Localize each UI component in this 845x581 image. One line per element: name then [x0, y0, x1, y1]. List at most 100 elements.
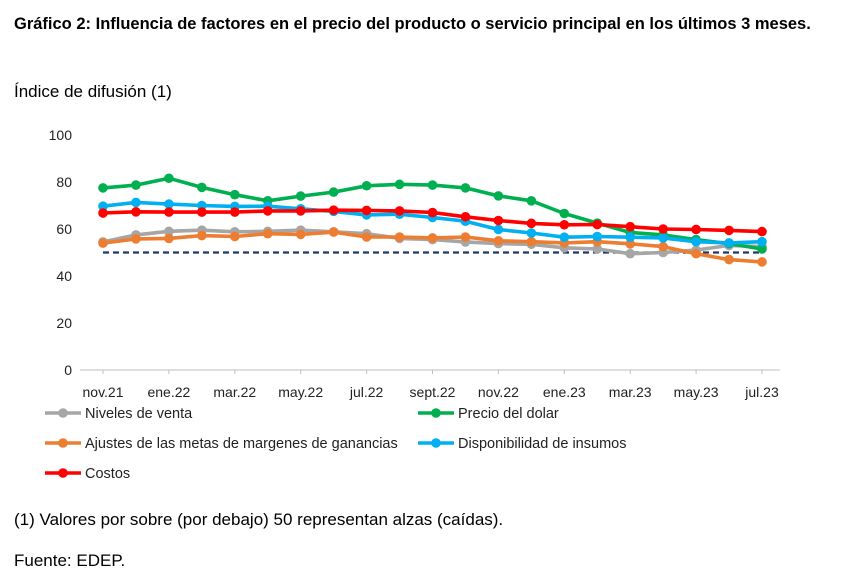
- x-tick-label: may.23: [674, 384, 719, 400]
- data-point-precio-del-dolar: [361, 180, 372, 191]
- data-point-costos: [394, 206, 405, 216]
- legend-item: Disponibilidad de insumos: [418, 436, 626, 452]
- data-point-precio-del-dolar: [394, 179, 405, 190]
- data-point-precio-del-dolar: [131, 180, 141, 190]
- source-note: Fuente: EDEP.: [14, 551, 126, 570]
- data-point-costos: [625, 221, 635, 232]
- y-tick-label: 0: [64, 362, 72, 378]
- data-point-costos: [724, 225, 734, 236]
- data-point-ajustes-de-las-metas-de-margenes-de-ganancias: [724, 254, 734, 265]
- x-tick-label: mar.22: [213, 384, 256, 400]
- x-tick-label: nov.21: [83, 384, 124, 400]
- data-point-disponibilidad-de-insumos: [131, 197, 141, 208]
- data-point-costos: [757, 226, 767, 237]
- data-point-niveles-de-venta: [592, 244, 603, 254]
- data-point-precio-del-dolar: [526, 196, 537, 206]
- data-point-costos: [328, 205, 339, 215]
- line-chart: 0 20 40 60 80 100 nov.21 ene.22 mar.22 may.22 jul…: [45, 127, 780, 482]
- legend-swatch-marker: [58, 468, 68, 478]
- series-ajustes-de-las-metas-de-margenes-de-ganancias: [98, 227, 767, 267]
- data-point-disponibilidad-de-insumos: [625, 232, 635, 243]
- legend-label: Precio del dolar: [458, 406, 559, 422]
- data-point-ajustes-de-las-metas-de-margenes-de-ganancias: [691, 248, 701, 259]
- data-point-costos: [98, 208, 108, 218]
- y-tick-label: 80: [56, 174, 72, 190]
- data-point-precio-del-dolar: [427, 180, 438, 190]
- legend-swatch-marker: [58, 438, 68, 448]
- data-point-precio-del-dolar: [460, 183, 471, 193]
- data-point-disponibilidad-de-insumos: [526, 228, 537, 238]
- chart-title: Gráfico 2: Influencia de factores en el …: [14, 15, 811, 33]
- legend-swatch-marker: [431, 408, 441, 418]
- chart-subtitle: Índice de difusión (1): [14, 82, 172, 101]
- y-tick-label: 60: [56, 221, 72, 237]
- x-tick-label: jul.22: [349, 384, 384, 400]
- series-group: [98, 173, 767, 267]
- data-point-precio-del-dolar: [197, 182, 207, 193]
- legend-swatch-marker: [58, 408, 68, 418]
- data-point-disponibilidad-de-insumos: [559, 232, 570, 243]
- data-point-disponibilidad-de-insumos: [98, 201, 108, 212]
- x-tick-label: mar.23: [609, 384, 652, 400]
- data-point-disponibilidad-de-insumos: [691, 236, 701, 247]
- y-tick-label: 100: [49, 127, 73, 143]
- data-point-disponibilidad-de-insumos: [493, 224, 504, 235]
- x-tick-label: nov.22: [478, 384, 519, 400]
- y-axis-ticks: 0 20 40 60 80 100: [49, 127, 73, 378]
- data-point-costos: [526, 218, 537, 229]
- x-tick-label: sept.22: [410, 384, 456, 400]
- data-point-disponibilidad-de-insumos: [164, 199, 174, 209]
- data-point-precio-del-dolar: [757, 244, 767, 254]
- legend-label: Costos: [85, 466, 130, 482]
- data-point-ajustes-de-las-metas-de-margenes-de-ganancias: [230, 231, 240, 242]
- data-point-ajustes-de-las-metas-de-margenes-de-ganancias: [427, 233, 438, 243]
- series-costos: [98, 205, 767, 237]
- data-point-costos: [493, 215, 504, 226]
- data-point-costos: [559, 219, 570, 230]
- data-point-disponibilidad-de-insumos: [197, 200, 207, 211]
- data-point-disponibilidad-de-insumos: [592, 231, 603, 242]
- data-point-ajustes-de-las-metas-de-margenes-de-ganancias: [493, 235, 504, 246]
- x-tick-label: jul.23: [744, 384, 779, 400]
- data-point-costos: [230, 207, 240, 217]
- legend-item: Costos: [45, 466, 130, 482]
- data-point-costos: [658, 224, 668, 234]
- data-point-ajustes-de-las-metas-de-margenes-de-ganancias: [197, 230, 207, 241]
- legend-item: Ajustes de las metas de margenes de gana…: [45, 436, 398, 452]
- data-point-ajustes-de-las-metas-de-margenes-de-ganancias: [164, 233, 174, 244]
- data-point-ajustes-de-las-metas-de-margenes-de-ganancias: [262, 228, 273, 239]
- data-point-disponibilidad-de-insumos: [757, 236, 767, 247]
- data-point-precio-del-dolar: [164, 173, 174, 184]
- data-point-niveles-de-venta: [625, 248, 635, 259]
- x-tick-label: ene.22: [147, 384, 190, 400]
- data-point-precio-del-dolar: [559, 208, 570, 219]
- data-point-ajustes-de-las-metas-de-margenes-de-ganancias: [394, 232, 405, 242]
- data-point-costos: [361, 205, 372, 216]
- data-point-precio-del-dolar: [230, 189, 240, 200]
- data-point-costos: [691, 224, 701, 235]
- data-point-costos: [295, 206, 306, 216]
- data-point-ajustes-de-las-metas-de-margenes-de-ganancias: [757, 257, 767, 267]
- y-tick-label: 20: [56, 315, 72, 331]
- legend-swatch-marker: [431, 438, 441, 448]
- data-point-ajustes-de-las-metas-de-margenes-de-ganancias: [625, 239, 635, 249]
- data-point-costos: [460, 211, 471, 222]
- data-point-precio-del-dolar: [328, 187, 339, 197]
- data-point-ajustes-de-las-metas-de-margenes-de-ganancias: [295, 229, 306, 240]
- data-point-ajustes-de-las-metas-de-margenes-de-ganancias: [98, 238, 108, 248]
- data-point-disponibilidad-de-insumos: [658, 233, 668, 243]
- data-point-costos: [592, 219, 603, 230]
- data-point-ajustes-de-las-metas-de-margenes-de-ganancias: [526, 236, 537, 247]
- data-point-costos: [262, 206, 273, 216]
- legend-label: Niveles de venta: [85, 406, 193, 422]
- data-point-precio-del-dolar: [295, 191, 306, 201]
- y-tick-label: 40: [56, 268, 72, 284]
- data-point-precio-del-dolar: [493, 191, 504, 201]
- legend-item: Precio del dolar: [418, 406, 559, 422]
- data-point-ajustes-de-las-metas-de-margenes-de-ganancias: [658, 241, 668, 252]
- data-point-costos: [197, 207, 207, 217]
- legend-label: Ajustes de las metas de margenes de gana…: [85, 436, 398, 452]
- data-point-niveles-de-venta: [164, 226, 174, 237]
- x-tick-label: may.22: [278, 384, 323, 400]
- data-point-ajustes-de-las-metas-de-margenes-de-ganancias: [361, 232, 372, 242]
